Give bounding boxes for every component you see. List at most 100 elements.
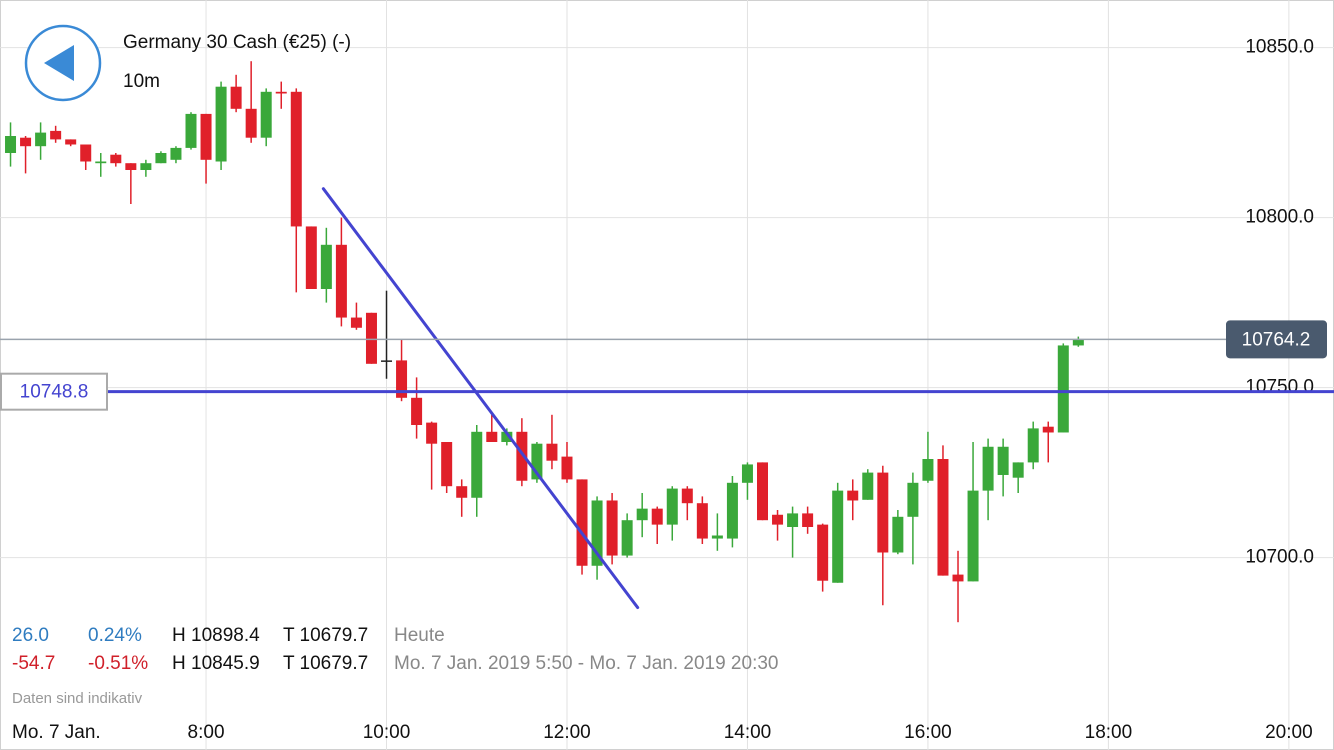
y-tick-label: 10800.0 xyxy=(1245,207,1314,228)
candle-body xyxy=(696,503,708,539)
candle-body xyxy=(937,459,949,576)
candle-body xyxy=(170,147,182,160)
candle-body xyxy=(35,132,47,147)
candle-body xyxy=(50,130,62,140)
candle-body xyxy=(411,397,423,425)
candle-body xyxy=(1072,339,1084,346)
stat-period: Heute xyxy=(394,625,445,646)
candle-body xyxy=(1042,426,1054,433)
candles xyxy=(5,61,1084,623)
candle-body xyxy=(516,431,528,481)
y-tick-label: 10850.0 xyxy=(1245,37,1314,58)
stat-change: -54.7 xyxy=(12,653,55,674)
candle-body xyxy=(847,490,859,501)
candle-body xyxy=(546,443,558,461)
candle-body xyxy=(726,482,738,539)
candle-body xyxy=(1057,345,1069,433)
date-label-bg xyxy=(1,716,123,749)
chart-title: Germany 30 Cash (€25) (-) xyxy=(123,32,351,53)
stat-low: T 10679.7 xyxy=(283,625,368,646)
candle-body xyxy=(95,161,107,164)
candle-body xyxy=(140,163,152,170)
candle-body xyxy=(561,456,573,480)
candle-body xyxy=(441,442,453,487)
candle-body xyxy=(350,317,362,328)
candle-body xyxy=(110,154,122,164)
candle-body xyxy=(892,516,904,553)
candle-body xyxy=(230,86,242,109)
stat-high: H 10898.4 xyxy=(172,625,260,646)
date-label: Mo. 7 Jan. xyxy=(12,722,101,743)
candle-body xyxy=(65,139,77,145)
back-arrow[interactable] xyxy=(44,45,74,81)
candle-body xyxy=(997,446,1009,475)
candle-body xyxy=(772,514,784,525)
candle-body xyxy=(817,524,829,581)
candle-body xyxy=(621,520,633,556)
candle-body xyxy=(260,91,272,138)
candle-body xyxy=(711,535,723,539)
stat-low: T 10679.7 xyxy=(283,653,368,674)
chart-subtitle: 10m xyxy=(123,71,160,92)
stat-period: Mo. 7 Jan. 2019 5:50 - Mo. 7 Jan. 2019 2… xyxy=(394,653,778,674)
stat-high: H 10845.9 xyxy=(172,653,260,674)
candle-body xyxy=(877,472,889,553)
candle-body xyxy=(245,108,257,138)
candle-body xyxy=(531,443,543,480)
candle-body xyxy=(1012,462,1024,478)
candle-body xyxy=(305,226,317,289)
candle-body xyxy=(862,472,874,500)
candle-body xyxy=(125,163,137,170)
candle-body xyxy=(215,86,227,162)
note: Daten sind indikativ xyxy=(12,690,143,707)
x-tick-label: 10:00 xyxy=(363,722,411,743)
candle-body xyxy=(832,490,844,583)
candle-body xyxy=(20,137,32,147)
candle-body xyxy=(922,459,934,481)
x-tick-label: 20:00 xyxy=(1265,722,1313,743)
candle-body xyxy=(200,113,212,160)
x-tick-label: 18:00 xyxy=(1085,722,1133,743)
candle-body xyxy=(666,488,678,525)
candle-body xyxy=(952,574,964,582)
candle-body xyxy=(606,500,618,556)
candle-body xyxy=(471,431,483,498)
trend-line xyxy=(321,187,640,610)
candle-body xyxy=(275,91,287,94)
candle-body xyxy=(365,312,377,364)
candle-body xyxy=(381,360,393,362)
candle-body xyxy=(155,153,167,164)
candle-body xyxy=(741,464,753,483)
overlays: 10850.0 10800.0 10750.0 10700.0 8:00 10:00 12:… xyxy=(0,37,1334,743)
stat-percent: 0.24% xyxy=(88,625,142,646)
y-tick-label: 10750.0 xyxy=(1245,377,1314,398)
candle-body xyxy=(787,513,799,527)
price-label-bg xyxy=(1226,320,1327,359)
candle-body xyxy=(651,508,663,525)
x-tick-label: 8:00 xyxy=(188,722,225,743)
candle-body xyxy=(982,446,994,491)
back-button[interactable] xyxy=(24,24,102,102)
candle-body xyxy=(396,360,408,398)
candle-body xyxy=(290,91,302,227)
price-label: 10764.2 xyxy=(1242,329,1311,350)
level-label-bg xyxy=(0,372,108,411)
candle-body xyxy=(802,513,814,527)
candle-body xyxy=(907,482,919,517)
candle-body xyxy=(591,500,603,566)
candle-body xyxy=(320,244,332,289)
candle-body xyxy=(636,508,648,521)
candle-body xyxy=(681,488,693,504)
candle-body xyxy=(426,422,438,444)
candle-body xyxy=(967,490,979,582)
stat-percent: -0.51% xyxy=(88,653,148,674)
stat-change: 26.0 xyxy=(12,625,49,646)
candle-body xyxy=(456,486,468,498)
candle-body xyxy=(80,144,92,162)
candle-body xyxy=(185,113,197,148)
candle-body xyxy=(757,462,769,521)
candle-body xyxy=(486,431,498,442)
